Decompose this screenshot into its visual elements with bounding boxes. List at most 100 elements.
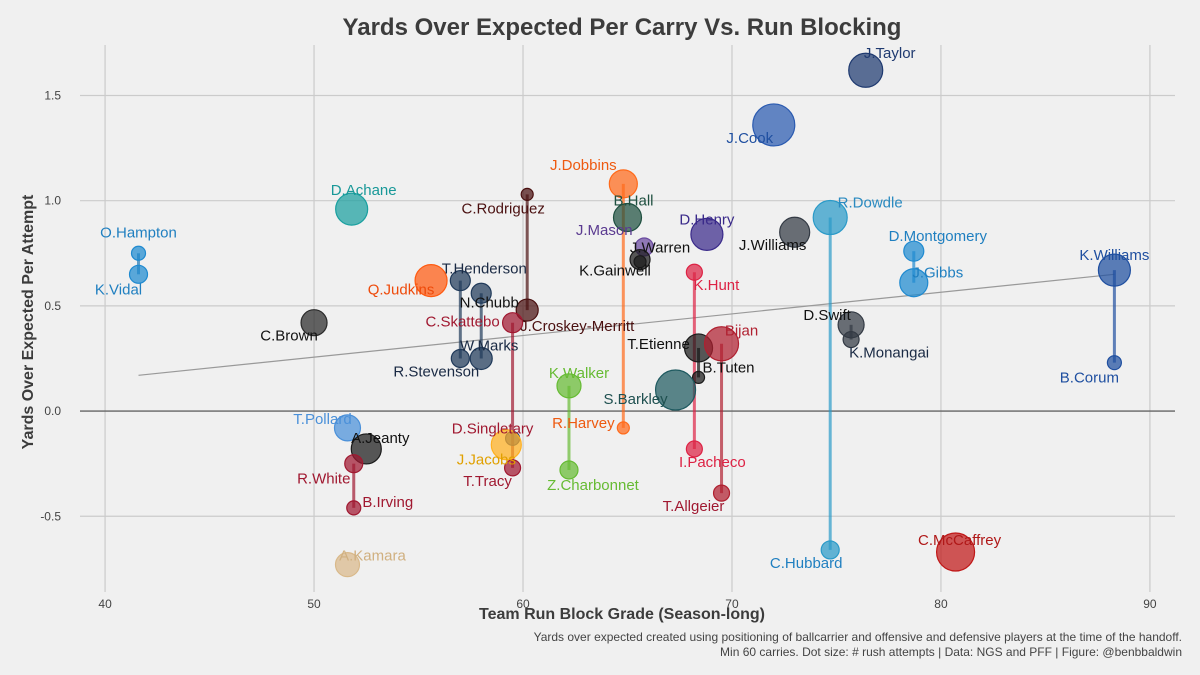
- label-z-charbonnet: Z.Charbonnet: [547, 477, 640, 494]
- point-j-cook: [752, 103, 796, 147]
- label-b-hall: B.Hall: [613, 193, 653, 210]
- data-points: [128, 52, 1131, 578]
- point-j-gibbs: [899, 268, 929, 298]
- y-axis-title: Yards Over Expected Per Attempt: [20, 194, 37, 449]
- point-b-irving: [346, 500, 362, 516]
- point-bijan: [703, 326, 740, 362]
- label-r-stevenson: R.Stevenson: [393, 363, 479, 380]
- point-n-chubb: [470, 282, 492, 304]
- label-j-croskey-merritt: J.Croskey-Merritt: [520, 318, 635, 335]
- chart-title: Yards Over Expected Per Carry Vs. Run Bl…: [343, 14, 902, 41]
- label-k-monangai: K.Monangai: [849, 345, 929, 362]
- label-k-williams: K.Williams: [1079, 247, 1149, 264]
- label-bijan: Bijan: [725, 323, 758, 340]
- label-t-allgeier: T.Allgeier: [663, 498, 725, 515]
- label-k-hunt: K.Hunt: [693, 277, 740, 294]
- point-o-hampton: [130, 245, 147, 261]
- point-a-kamara: [334, 552, 361, 578]
- label-n-chubb: N.Chubb: [460, 294, 519, 311]
- reference-lines: [80, 273, 1175, 412]
- label-q-judkins: Q.Judkins: [368, 282, 435, 299]
- x-tick-label: 80: [934, 597, 948, 611]
- label-d-singletary: D.Singletary: [452, 420, 534, 437]
- point-s-barkley: [654, 369, 697, 411]
- point-j-croskey-merritt: [515, 298, 539, 322]
- trend-line: [138, 273, 1115, 376]
- label-j-cook: J.Cook: [726, 130, 773, 147]
- y-tick-label: 0.0: [44, 404, 61, 418]
- label-b-corum: B.Corum: [1060, 370, 1119, 387]
- label-k-vidal: K.Vidal: [95, 281, 142, 298]
- point-c-hubbard: [820, 540, 840, 560]
- label-a-kamara: A.Kamara: [339, 548, 406, 565]
- label-j-dobbins: J.Dobbins: [550, 157, 617, 174]
- point-c-skattebo: [501, 312, 524, 334]
- point-r-stevenson: [450, 348, 470, 369]
- point-j-dobbins: [608, 169, 638, 199]
- point-j-williams: [779, 216, 811, 248]
- caption-line-2: Min 60 carries. Dot size: # rush attempt…: [720, 645, 1182, 659]
- label-d-henry: D.Henry: [679, 211, 735, 228]
- point-d-montgomery: [903, 240, 925, 262]
- label-t-etienne: T.Etienne: [627, 336, 690, 353]
- x-axis-title: Team Run Block Grade (Season-long): [479, 606, 765, 623]
- point-r-harvey: [616, 421, 630, 435]
- point-d-henry: [690, 217, 724, 251]
- label-d-achane: D.Achane: [331, 182, 397, 199]
- label-j-gibbs: J.Gibbs: [912, 265, 963, 282]
- label-b-tuten: B.Tuten: [703, 359, 755, 376]
- x-tick-label: 90: [1143, 597, 1157, 611]
- point-z-charbonnet: [559, 460, 579, 480]
- label-c-hubbard: C.Hubbard: [770, 555, 843, 572]
- point-w-marks: [469, 346, 493, 371]
- label-b-irving: B.Irving: [362, 494, 413, 511]
- point-t-allgeier: [712, 484, 731, 502]
- point-c-mccaffrey: [935, 532, 976, 572]
- label-a-jeanty: A.Jeanty: [351, 430, 410, 447]
- point-labels: O.Hampton K.Vidal C.Brown D.Achane T.Pollard…: [95, 45, 1150, 572]
- x-tick-label: 60: [516, 597, 530, 611]
- point-k-gainwell: [633, 255, 647, 269]
- label-o-hampton: O.Hampton: [100, 224, 177, 241]
- x-tick-label: 50: [307, 597, 321, 611]
- label-c-mccaffrey: C.McCaffrey: [918, 532, 1002, 549]
- point-q-judkins: [414, 264, 448, 298]
- point-b-corum: [1106, 355, 1122, 371]
- point-k-hunt: [685, 263, 703, 281]
- y-tick-label: 1.5: [44, 88, 61, 102]
- point-t-tracy: [503, 459, 522, 477]
- connectors: [137, 183, 1116, 550]
- label-c-rodriguez: C.Rodriguez: [462, 200, 545, 217]
- label-r-harvey: R.Harvey: [552, 415, 615, 432]
- caption-line-1: Yards over expected created using positi…: [534, 630, 1182, 644]
- label-j-williams: J.Williams: [739, 237, 807, 254]
- label-t-tracy: T.Tracy: [463, 473, 512, 490]
- point-j-jacobs: [490, 429, 522, 461]
- label-j-warren: J.Warren: [630, 240, 690, 257]
- label-j-taylor: J.Taylor: [864, 45, 916, 62]
- label-j-mason: J.Mason: [576, 222, 633, 239]
- label-w-marks: W.Marks: [460, 337, 518, 354]
- label-d-montgomery: D.Montgomery: [889, 228, 988, 245]
- y-tick-label: -0.5: [40, 509, 61, 523]
- x-tick-label: 70: [725, 597, 739, 611]
- x-tick-label: 40: [98, 597, 112, 611]
- point-b-tuten: [691, 370, 706, 385]
- label-c-brown: C.Brown: [260, 328, 318, 345]
- label-c-skattebo: C.Skattebo: [425, 314, 499, 331]
- label-j-jacobs: J.Jacobs: [457, 452, 516, 469]
- label-s-barkley: S.Barkley: [603, 391, 668, 408]
- point-r-white: [344, 454, 364, 474]
- y-tick-label: 0.5: [44, 299, 61, 313]
- point-i-pacheco: [685, 440, 703, 458]
- point-d-achane: [335, 192, 369, 226]
- label-r-dowdle: R.Dowdle: [838, 195, 903, 212]
- label-d-swift: D.Swift: [803, 307, 851, 324]
- point-k-monangai: [842, 330, 860, 349]
- point-k-walker: [556, 373, 582, 399]
- point-j-taylor: [848, 52, 884, 88]
- point-k-williams: [1097, 253, 1131, 287]
- point-c-brown: [300, 309, 328, 337]
- point-r-dowdle: [812, 199, 848, 236]
